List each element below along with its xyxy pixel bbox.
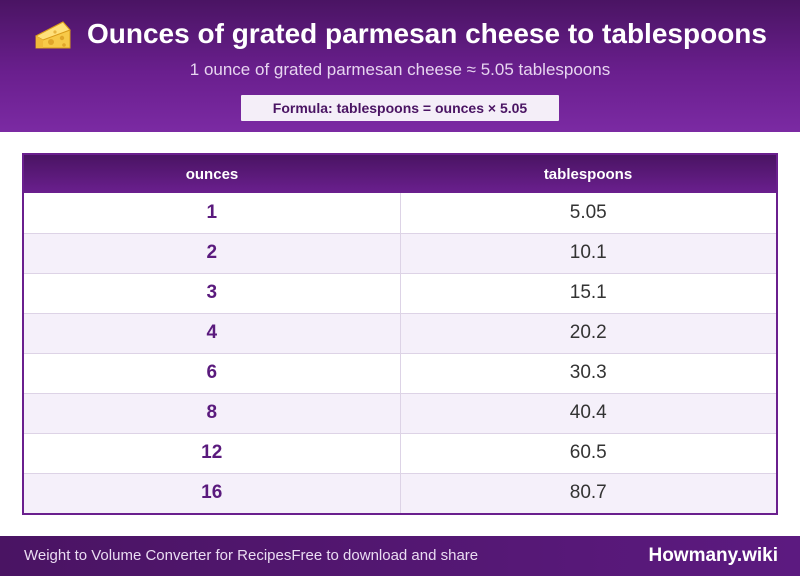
cheese-icon [34,21,71,49]
ounces-cell: 1 [24,193,401,234]
table-row: 6 30.3 [24,353,776,394]
tablespoons-cell: 60.5 [400,433,776,474]
ounces-cell: 4 [24,313,401,354]
ounces-cell: 12 [24,433,401,474]
tablespoons-cell: 30.3 [400,353,776,394]
tablespoons-cell: 5.05 [400,193,776,234]
footer-tagline: Weight to Volume Converter for RecipesFr… [24,536,478,576]
title-row: Ounces of grated parmesan cheese to tabl… [0,14,800,54]
formula-badge: Formula: tablespoons = ounces × 5.05 [241,95,559,121]
header-banner: Ounces of grated parmesan cheese to tabl… [0,0,800,132]
brand-logo-text[interactable]: Howmany.wiki [648,545,778,566]
ounces-cell: 16 [24,473,401,513]
page-title: Ounces of grated parmesan cheese to tabl… [87,18,767,49]
tablespoons-cell: 10.1 [400,233,776,274]
table-row: 2 10.1 [24,233,776,274]
ounces-cell: 8 [24,393,401,434]
tablespoons-cell: 20.2 [400,313,776,354]
column-header-tablespoons: tablespoons [400,155,776,193]
table-row: 8 40.4 [24,393,776,434]
tablespoons-cell: 15.1 [400,273,776,314]
conversion-table: ounces tablespoons 1 5.05 2 10.1 3 15.1 … [24,155,776,513]
tablespoons-cell: 80.7 [400,473,776,513]
table-row: 4 20.2 [24,313,776,354]
tablespoons-cell: 40.4 [400,393,776,434]
table-row: 3 15.1 [24,273,776,314]
footer-bar: Weight to Volume Converter for RecipesFr… [0,536,800,576]
ounces-cell: 2 [24,233,401,274]
conversion-subtitle: 1 ounce of grated parmesan cheese ≈ 5.05… [189,60,611,79]
ounces-cell: 3 [24,273,401,314]
table-row: 1 5.05 [24,193,776,234]
footer-app-name: Weight to Volume Converter for Recipes [24,547,292,564]
footer-share-note: Free to download and share [291,547,479,564]
table-row: 12 60.5 [24,433,776,474]
table-header-row: ounces tablespoons [24,155,776,193]
ounces-cell: 6 [24,353,401,394]
column-header-ounces: ounces [24,155,400,193]
table-row: 16 80.7 [24,473,776,513]
conversion-table-container: ounces tablespoons 1 5.05 2 10.1 3 15.1 … [22,153,778,515]
